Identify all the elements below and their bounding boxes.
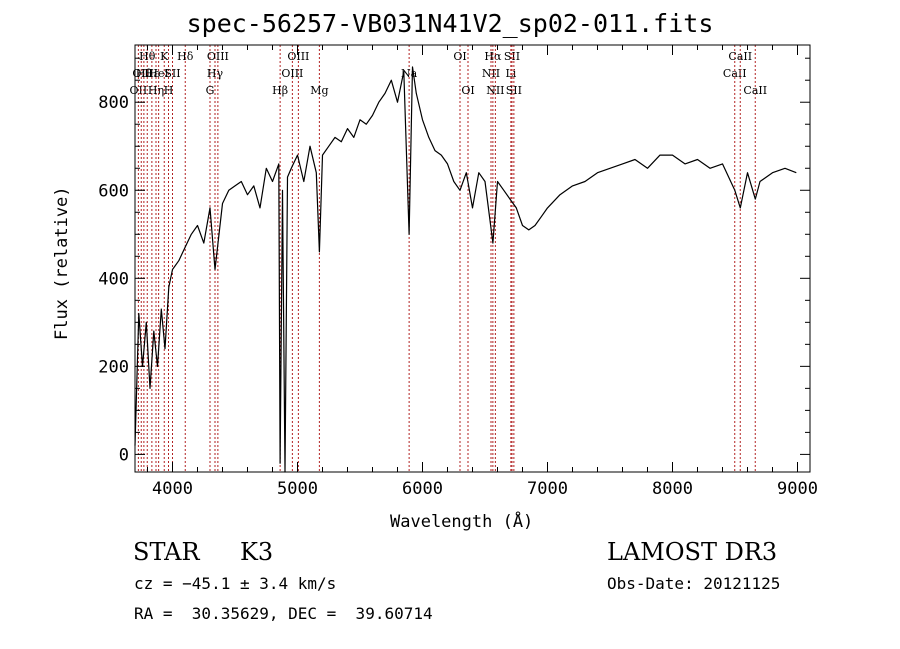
x-tick-label: 6000 [402, 479, 443, 499]
object-class: STAR [133, 538, 200, 566]
spectral-line-label: Hθ [139, 50, 156, 63]
spectral-line-label: CaII [728, 50, 752, 63]
spectral-line-label: Hθ [136, 67, 153, 80]
spectral-line-label: Hδ [177, 50, 194, 63]
spectral-line-label: NII [482, 67, 500, 80]
spectral-line-label: SII [504, 50, 520, 63]
spectral-line-label: HeI [148, 67, 168, 80]
x-tick-label: 9000 [777, 479, 818, 499]
spectral-line-label: OII [130, 84, 148, 97]
y-tick-label: 600 [98, 181, 129, 201]
spectral-line-label: NII [486, 84, 504, 97]
spectral-line-label: K [160, 50, 169, 63]
x-tick-label: 5000 [277, 479, 318, 499]
spectral-line-label: OII [132, 67, 150, 80]
redshift-text: cz = −45.1 ± 3.4 km/s [134, 574, 337, 593]
spectral-line-label: Hη [148, 84, 164, 97]
spectral-line-label: OI [453, 50, 466, 63]
y-tick-label: 400 [98, 269, 129, 289]
obs-date-text: Obs-Date: 20121125 [607, 574, 781, 593]
spectral-line-label: Hγ [207, 67, 224, 80]
survey-label: LAMOST DR3 [607, 538, 778, 566]
spectral-line-label: SII [506, 84, 522, 97]
spectral-line-label: CaII [743, 84, 767, 97]
x-tick-label: 7000 [527, 479, 568, 499]
x-axis-label: Wavelength (Å) [390, 512, 534, 532]
x-tick-label: 4000 [152, 479, 193, 499]
spectral-line-label: OIII [207, 50, 229, 63]
spectrum-line [134, 66, 797, 473]
spectral-line-label: OIII [287, 50, 309, 63]
object-subclass: K3 [240, 538, 274, 566]
spectral-line-label: OIII [281, 67, 303, 80]
spectral-line-label: CaII [723, 67, 747, 80]
spectral-line-label: Hβ [272, 84, 288, 97]
spectral-line-label: Hα [484, 50, 502, 63]
spectral-line-label: Li [505, 67, 516, 80]
y-tick-label: 200 [98, 357, 129, 377]
spectral-line-label: OI [461, 84, 474, 97]
y-axis-label: Flux (relative) [52, 186, 72, 340]
spectral-line-label: Mg [310, 84, 328, 97]
chart-title: spec-56257-VB031N41V2_sp02-011.fits [186, 9, 714, 38]
coordinates-text: RA = 30.35629, DEC = 39.60714 [134, 604, 433, 623]
spectral-line-label: H [164, 84, 174, 97]
x-tick-label: 8000 [652, 479, 693, 499]
plot-frame [134, 44, 811, 473]
spectral-line-label: G [206, 84, 215, 97]
y-tick-label: 800 [98, 93, 129, 113]
spectral-line-label: SII [164, 67, 180, 80]
y-tick-label: 0 [119, 445, 129, 465]
